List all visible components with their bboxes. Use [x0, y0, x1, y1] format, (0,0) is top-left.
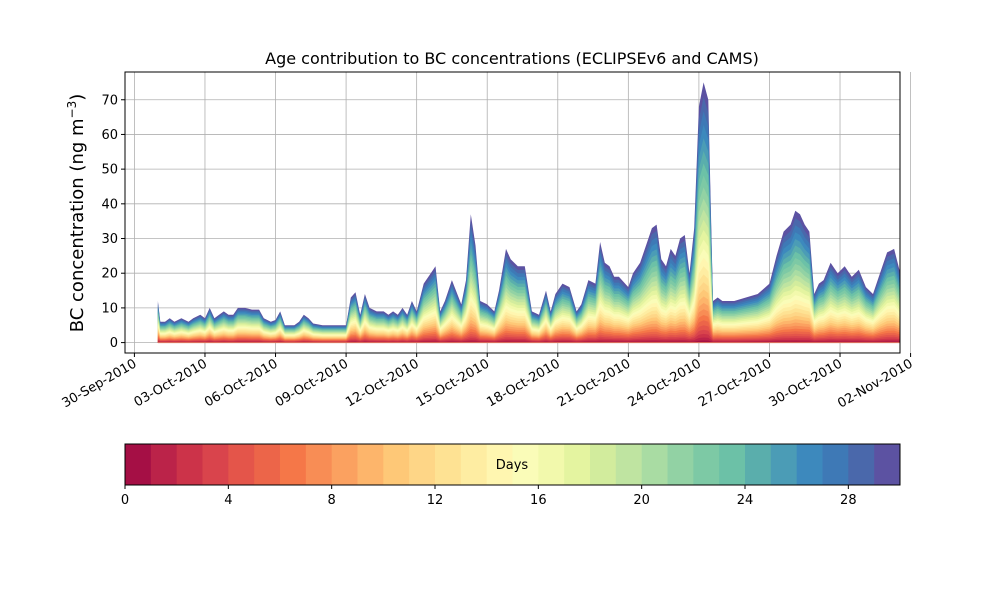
x-tick-label: 02-Nov-2010	[835, 356, 915, 411]
x-tick-label: 30-Sep-2010	[60, 356, 140, 411]
colorbar-swatch	[770, 444, 798, 485]
y-tick-label: 40	[101, 197, 118, 212]
y-tick-label: 70	[101, 93, 118, 108]
colorbar-swatch	[228, 444, 255, 485]
y-tick-label: 10	[101, 301, 118, 316]
colorbar-swatch	[512, 444, 539, 485]
colorbar-swatch	[202, 444, 229, 485]
x-tick-label: 27-Oct-2010	[696, 356, 774, 410]
colorbar-tick-label: 24	[737, 493, 754, 508]
colorbar-tick-label: 20	[633, 493, 650, 508]
x-tick-label: 18-Oct-2010	[484, 356, 562, 410]
x-tick-label: 30-Oct-2010	[767, 356, 845, 410]
colorbar-swatch	[409, 444, 436, 485]
colorbar-swatch	[796, 444, 823, 485]
colorbar-tick-label: 16	[530, 493, 547, 508]
stacked-age-areas	[157, 82, 900, 344]
colorbar-swatch	[822, 444, 849, 485]
colorbar-swatch	[564, 444, 591, 485]
y-axis: 0 10 20 30 40 50 60 70	[101, 93, 125, 351]
age-band-1	[157, 337, 900, 343]
x-tick-label: 24-Oct-2010	[626, 356, 704, 410]
colorbar-swatch	[176, 444, 203, 485]
age-colorbar: 0 4 8 12 16 20 24 28	[121, 443, 901, 508]
y-tick-label: 20	[101, 267, 118, 282]
x-tick-label: 21-Oct-2010	[555, 356, 633, 410]
colorbar-swatch	[745, 444, 772, 485]
age-band-2	[157, 333, 900, 343]
chart-title: Age contribution to BC concentrations (E…	[265, 49, 759, 68]
colorbar-swatch	[125, 444, 152, 485]
colorbar-swatch	[538, 444, 565, 485]
x-tick-label: 06-Oct-2010	[202, 356, 280, 410]
colorbar-swatch	[486, 444, 513, 485]
colorbar-tick-label: 0	[121, 493, 129, 508]
colorbar-swatch	[383, 444, 410, 485]
colorbar-swatch	[641, 444, 668, 485]
colorbar-swatch	[254, 444, 281, 485]
y-tick-label: 50	[101, 163, 118, 178]
y-axis-label: BC concentration (ng m−3)	[65, 94, 88, 333]
age-band-5	[157, 320, 900, 343]
colorbar-swatch	[435, 444, 462, 485]
colorbar-swatch	[615, 444, 643, 485]
colorbar-frame	[124, 443, 901, 486]
y-tick-label: 0	[110, 336, 118, 351]
colorbar-swatch	[331, 444, 358, 485]
colorbar-tick-label: 12	[427, 493, 444, 508]
colorbar-swatch	[460, 444, 488, 485]
colorbar-swatch	[667, 444, 694, 485]
age-band-3	[157, 329, 900, 343]
colorbar-tick-label: 28	[840, 493, 857, 508]
y-axis-label-main: BC concentration (ng m	[67, 118, 88, 332]
plot-frame	[124, 71, 901, 354]
y-tick-label: 30	[101, 232, 118, 247]
age-band-6	[157, 315, 900, 343]
y-tick-label: 60	[101, 128, 118, 143]
colorbar-swatch	[848, 444, 875, 485]
colorbar-swatch	[590, 444, 617, 485]
y-axis-label-exponent: −3	[65, 101, 79, 119]
x-tick-label: 03-Oct-2010	[132, 356, 210, 410]
age-band-4	[157, 325, 900, 343]
colorbar-tick-label: 8	[328, 493, 336, 508]
colorbar-label: Days	[496, 458, 529, 473]
x-axis: 30-Sep-201003-Oct-201006-Oct-201009-Oct-…	[60, 353, 916, 411]
colorbar-swatch	[357, 444, 384, 485]
x-tick-label: 12-Oct-2010	[343, 356, 421, 410]
x-tick-label: 09-Oct-2010	[273, 356, 351, 410]
colorbar-tick-label: 4	[224, 493, 232, 508]
colorbar-swatch	[280, 444, 307, 485]
y-axis-label-close: )	[67, 94, 88, 101]
age-band-0	[157, 340, 900, 343]
colorbar-swatch	[693, 444, 720, 485]
colorbar-swatch	[150, 444, 178, 485]
colorbar-swatch	[874, 444, 901, 485]
colorbar-swatch	[305, 444, 333, 485]
colorbar-swatch	[719, 444, 746, 485]
x-tick-label: 15-Oct-2010	[414, 356, 492, 410]
